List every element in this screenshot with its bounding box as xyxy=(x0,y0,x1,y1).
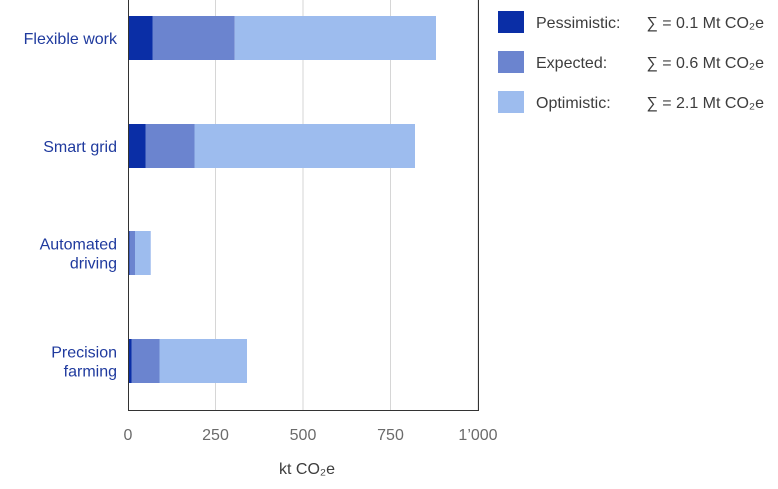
legend-name: Expected: xyxy=(536,55,607,72)
x-tick-label: 250 xyxy=(202,427,229,444)
legend-swatch xyxy=(498,11,524,33)
category-label: Flexible work xyxy=(24,31,118,48)
bars xyxy=(128,16,436,383)
bar-segment xyxy=(234,16,436,60)
legend-sum: ∑ = 2.1 Mt CO₂e xyxy=(646,95,764,112)
category-label: farming xyxy=(64,364,117,381)
x-tick-label: 1’000 xyxy=(458,427,497,444)
x-tick-label: 500 xyxy=(290,427,317,444)
legend-name: Optimistic: xyxy=(536,95,611,112)
bar-segment xyxy=(131,339,160,383)
bar-segment xyxy=(128,339,132,383)
x-tick-label: 0 xyxy=(124,427,133,444)
x-axis-label: kt CO₂e xyxy=(279,461,335,478)
x-tick-labels: 0 250 500 750 1’000 xyxy=(124,427,498,444)
bar-segment xyxy=(145,124,195,168)
legend-name: Pessimistic: xyxy=(536,15,620,32)
legend: Pessimistic: ∑ = 0.1 Mt CO₂e Expected: ∑ = … xyxy=(498,11,764,113)
category-label: driving xyxy=(70,256,117,273)
bar-segment xyxy=(135,231,151,275)
legend-sum: ∑ = 0.1 Mt CO₂e xyxy=(646,15,764,32)
bar-segment xyxy=(128,16,153,60)
category-label: Automated xyxy=(40,237,117,254)
legend-swatch xyxy=(498,91,524,113)
bar-segment xyxy=(152,16,235,60)
category-labels: Flexible work Smart grid Automated driving P… xyxy=(24,31,118,381)
category-label: Smart grid xyxy=(43,139,117,156)
legend-swatch xyxy=(498,51,524,73)
gridlines xyxy=(215,0,479,410)
bar-segment xyxy=(128,124,146,168)
category-label: Precision xyxy=(51,345,117,362)
bar-segment xyxy=(129,231,135,275)
bar-segment xyxy=(159,339,247,383)
bar-segment xyxy=(194,124,415,168)
x-tick-label: 750 xyxy=(377,427,404,444)
legend-sum: ∑ = 0.6 Mt CO₂e xyxy=(646,55,764,72)
